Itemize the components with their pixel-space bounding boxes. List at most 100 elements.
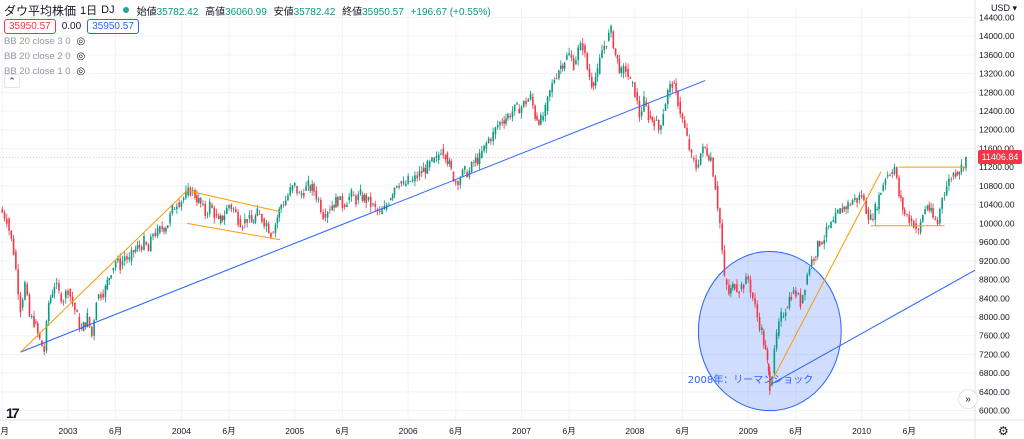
candle-body (610, 25, 612, 33)
candle-body (697, 164, 700, 168)
candle-body (464, 166, 466, 170)
candle-body (503, 120, 505, 124)
candle-body (917, 229, 920, 230)
candle-body (950, 178, 952, 180)
candle-body (182, 197, 185, 200)
price-tick-label: 13600.00 (979, 50, 1015, 60)
interval-label[interactable]: 1日 (80, 5, 98, 17)
candle-body (538, 120, 540, 125)
chevron-up-icon[interactable]: ⌃ (4, 74, 20, 88)
candle-body (908, 214, 911, 223)
close-label: 終値 (342, 6, 363, 18)
candle-body (461, 169, 464, 177)
candle-body (104, 286, 107, 298)
price-tick-label: 8400.00 (979, 293, 1010, 303)
candle-body (731, 284, 734, 289)
candle-body (84, 322, 87, 327)
candle-body (418, 171, 421, 177)
candle-body (733, 284, 736, 290)
eye-icon[interactable]: ◎ (76, 51, 86, 62)
candle-body (156, 227, 159, 236)
candle-body (138, 245, 141, 248)
price-tick-label: 9200.00 (979, 256, 1010, 266)
candle-body (274, 224, 277, 233)
currency-selector[interactable]: USD ▾ (991, 3, 1018, 13)
indicator-label: BB 20 close 1 0 (4, 66, 71, 77)
candle-body (616, 54, 619, 59)
candle-body (598, 58, 601, 74)
high-value: 36060.99 (225, 6, 267, 18)
candle-body (924, 209, 926, 214)
candle-body (516, 102, 518, 105)
candle-body (778, 321, 780, 336)
candle-body (702, 146, 704, 154)
close-value: 35950.57 (362, 6, 404, 18)
indicator-bb-1[interactable]: BB 20 close 1 0 ◎ (4, 66, 85, 77)
symbol-title[interactable]: ダウ平均株価 (4, 3, 77, 18)
eye-icon[interactable]: ◎ (76, 36, 86, 47)
candle-body (199, 197, 202, 204)
candle-body (476, 157, 479, 165)
tradingview-logo-icon[interactable]: 17 (6, 405, 20, 421)
candle-body (60, 293, 63, 302)
indicator-bb-3[interactable]: BB 20 close 3 0 ◎ (4, 36, 85, 47)
candle-body (293, 182, 296, 186)
candle-body (311, 184, 313, 191)
candle-body (958, 172, 961, 175)
candle-body (459, 178, 462, 185)
indicator-label: BB 20 close 2 0 (4, 51, 71, 62)
double-chevron-right-icon[interactable]: » (958, 389, 978, 409)
candle-body (725, 279, 728, 285)
gear-icon[interactable]: ⚙ (998, 424, 1009, 438)
candle-body (335, 197, 337, 208)
time-tick-label: 6月 (336, 426, 349, 436)
candle-body (265, 222, 268, 227)
candle-body (420, 171, 423, 174)
candle-body (788, 296, 791, 308)
candle-body (58, 283, 60, 291)
candle-body (586, 53, 589, 70)
candle-body (15, 251, 17, 270)
candle-body (867, 209, 870, 220)
candle-body (176, 206, 178, 210)
candle-body (359, 189, 362, 195)
candle-body (470, 162, 473, 172)
candle-body (903, 209, 906, 215)
candle-body (166, 225, 169, 228)
candle-body (608, 32, 610, 41)
candle-body (213, 207, 216, 219)
ohlc-values: 始値35782.42 高値36060.99 安値35782.42 終値35950… (137, 3, 491, 18)
candle-body (620, 67, 623, 73)
candle-body (764, 345, 767, 350)
candle-body (679, 101, 682, 114)
candle-body (97, 294, 100, 299)
candle-body (365, 194, 367, 204)
candle-body (100, 294, 102, 299)
candle-body (912, 220, 915, 228)
candle-body (411, 179, 414, 182)
candle-body (767, 363, 770, 372)
candle-body (171, 204, 174, 214)
indicator-bb-2[interactable]: BB 20 close 2 0 ◎ (4, 51, 85, 62)
candle-body (939, 208, 941, 224)
candle-body (494, 127, 497, 135)
candle-body (886, 175, 889, 177)
candle-body (258, 214, 261, 215)
buy-button[interactable]: 35950.57 (87, 19, 139, 34)
candle-body (553, 80, 556, 84)
candle-body (185, 190, 187, 198)
candle-body (457, 181, 459, 185)
candle-body (145, 242, 148, 245)
candle-body (625, 66, 627, 72)
candle-body (1, 209, 4, 213)
candle-body (317, 198, 320, 200)
candle-body (442, 148, 445, 156)
candle-body (806, 274, 809, 285)
candle-body (558, 70, 560, 79)
candle-body (681, 113, 684, 119)
sell-button[interactable]: 35950.57 (4, 19, 56, 34)
candle-body (712, 157, 714, 177)
candle-body (80, 328, 83, 330)
eye-icon[interactable]: ◎ (76, 66, 86, 77)
